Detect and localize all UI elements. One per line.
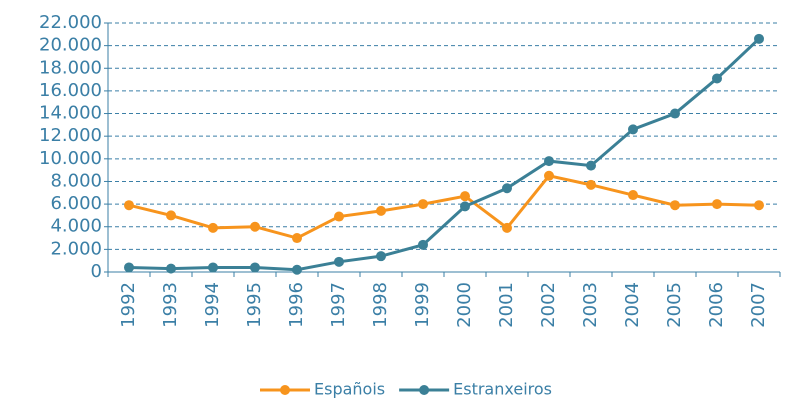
point	[754, 200, 764, 211]
point	[418, 199, 428, 210]
point	[544, 156, 554, 167]
point	[502, 222, 512, 233]
x-tick-label: 1996	[286, 282, 307, 328]
point	[124, 262, 134, 273]
legend-marker	[419, 385, 430, 395]
point	[670, 108, 680, 119]
y-tick-label: 10.000	[39, 148, 102, 169]
point	[670, 200, 680, 211]
x-tick-label: 2004	[622, 282, 643, 328]
y-tick-label: 18.000	[39, 57, 102, 78]
x-tick-label: 2003	[580, 282, 601, 328]
y-tick-label: 12.000	[39, 125, 102, 146]
x-tick-label: 1995	[244, 282, 265, 328]
x-tick-label: 1994	[202, 282, 223, 328]
point	[124, 200, 134, 211]
point	[460, 191, 470, 202]
y-tick-label: 0	[91, 261, 102, 282]
point	[334, 256, 344, 267]
x-tick-label: 1993	[160, 282, 181, 328]
legend-marker	[280, 385, 290, 395]
point	[712, 73, 722, 84]
point	[208, 222, 218, 233]
x-tick-label: 1992	[118, 282, 139, 328]
y-tick-label: 4.000	[50, 216, 102, 237]
point	[376, 205, 386, 216]
x-tick-label: 2002	[538, 282, 559, 328]
point	[250, 221, 260, 232]
point	[586, 160, 596, 171]
y-tick-label: 16.000	[39, 80, 102, 101]
x-tick-label: 2007	[748, 282, 769, 328]
legend-label: Españois	[314, 380, 385, 399]
series-line	[128, 37, 761, 272]
x-tick-label: 1998	[370, 282, 391, 328]
point	[460, 201, 470, 212]
point	[208, 262, 218, 273]
point	[166, 210, 176, 221]
x-tick-label: 2005	[664, 282, 685, 328]
point	[628, 124, 638, 135]
point	[292, 264, 302, 275]
point	[586, 179, 596, 190]
x-tick-label: 2000	[454, 282, 475, 328]
y-tick-label: 14.000	[39, 103, 102, 124]
point	[754, 33, 764, 44]
point	[502, 183, 512, 194]
y-tick-label: 2.000	[50, 238, 102, 259]
point	[166, 263, 176, 274]
x-tick-label: 2001	[496, 282, 517, 328]
y-tick-label: 22.000	[39, 12, 102, 33]
x-tick-label: 1997	[328, 282, 349, 328]
point	[712, 199, 722, 210]
point	[418, 239, 428, 250]
point	[250, 262, 260, 273]
y-tick-label: 6.000	[50, 193, 102, 214]
legend-label: Estranxeiros	[453, 380, 552, 399]
point	[628, 190, 638, 201]
point	[544, 170, 554, 181]
point	[292, 233, 302, 244]
point	[334, 211, 344, 222]
y-tick-label: 20.000	[39, 35, 102, 56]
x-tick-label: 2006	[706, 282, 727, 328]
y-tick-label: 8.000	[50, 170, 102, 191]
x-tick-label: 1999	[412, 282, 433, 328]
point	[376, 251, 386, 262]
series-line	[128, 174, 760, 240]
